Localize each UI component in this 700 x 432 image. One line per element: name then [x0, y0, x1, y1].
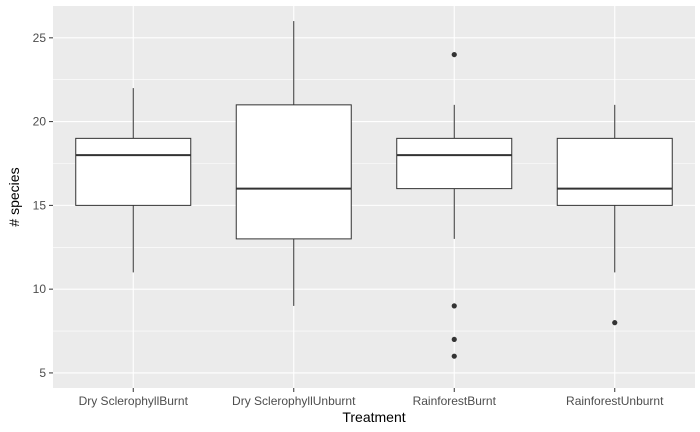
iqr-box	[556, 137, 673, 206]
outlier-point	[451, 303, 457, 309]
x-tick-label: Dry SclerophyllUnburnt	[232, 394, 356, 408]
x-axis-title: Treatment	[342, 409, 405, 425]
outlier-point	[451, 336, 457, 343]
iqr-box	[235, 104, 352, 240]
y-tick-label: 25	[33, 31, 47, 45]
outlier-point	[612, 320, 618, 326]
iqr-box	[75, 137, 192, 206]
iqr-box	[396, 137, 513, 190]
boxes-layer	[75, 21, 673, 359]
y-axis-title: # species	[6, 167, 22, 226]
outlier-point	[451, 353, 457, 359]
x-axis-ticks: Dry SclerophyllBurnt Dry SclerophyllUnbur…	[79, 388, 664, 408]
box-group	[396, 51, 513, 359]
outlier-point	[451, 51, 457, 58]
y-tick-label: 15	[33, 198, 47, 212]
y-tick-label: 10	[33, 282, 47, 296]
box-group	[556, 104, 673, 326]
y-tick-label: 20	[33, 115, 47, 129]
box-group	[75, 88, 192, 273]
x-tick-label: RainforestUnburnt	[566, 394, 664, 408]
box-group	[235, 21, 352, 306]
x-tick-label: Dry SclerophyllBurnt	[79, 394, 189, 408]
y-tick-label: 5	[39, 366, 46, 380]
x-tick-label: RainforestBurnt	[413, 394, 497, 408]
y-axis-ticks: 5 10 15 20 25	[33, 31, 53, 380]
